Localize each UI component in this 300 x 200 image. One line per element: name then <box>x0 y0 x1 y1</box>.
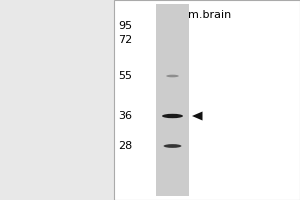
Text: 36: 36 <box>118 111 132 121</box>
Bar <box>114 0 300 200</box>
Text: 28: 28 <box>118 141 132 151</box>
Ellipse shape <box>166 75 179 77</box>
Text: 72: 72 <box>118 35 132 45</box>
Ellipse shape <box>164 144 181 148</box>
Ellipse shape <box>162 114 183 118</box>
Bar <box>156 4 189 196</box>
Polygon shape <box>192 111 202 120</box>
Text: m.brain: m.brain <box>188 10 232 20</box>
Text: 55: 55 <box>118 71 132 81</box>
Text: 95: 95 <box>118 21 132 31</box>
